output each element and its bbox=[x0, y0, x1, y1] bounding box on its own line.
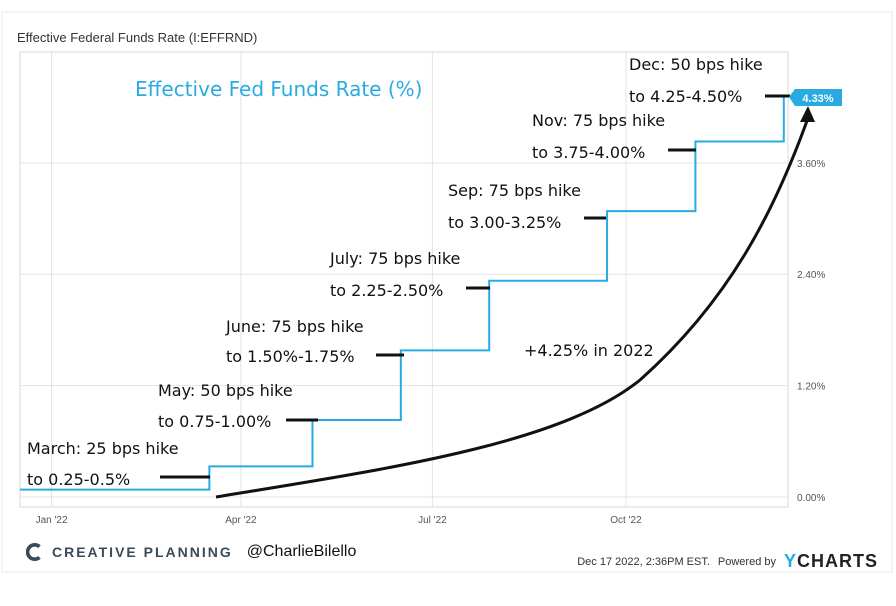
chart-title: Effective Fed Funds Rate (%) bbox=[135, 77, 422, 101]
annotation-line1: June: 75 bps hike bbox=[225, 317, 364, 336]
annotation-line2: to 4.25-4.50% bbox=[629, 87, 742, 106]
annotation-line2: to 2.25-2.50% bbox=[330, 281, 443, 300]
x-tick-label: Jan '22 bbox=[36, 515, 68, 526]
footer-source: Dec 17 2022, 2:36PM EST. Powered by YCHA… bbox=[577, 551, 878, 572]
curve-arrowhead bbox=[800, 106, 815, 122]
ycharts-logo-text: CHARTS bbox=[797, 551, 878, 571]
y-tick-label: 0.00% bbox=[797, 493, 825, 504]
annotation-line1: March: 25 bps hike bbox=[27, 439, 179, 458]
outer-border bbox=[1, 11, 893, 573]
footer-branding: CREATIVE PLANNING @CharlieBilello bbox=[26, 543, 356, 561]
annotation-line1: Sep: 75 bps hike bbox=[448, 181, 581, 200]
curve-label: +4.25% in 2022 bbox=[524, 341, 654, 360]
fed-funds-series-line bbox=[20, 95, 785, 491]
annotation-line2: to 0.75-1.00% bbox=[158, 412, 271, 431]
timestamp: Dec 17 2022, 2:36PM EST. bbox=[577, 555, 710, 568]
x-tick-label: Apr '22 bbox=[225, 515, 257, 526]
annotation-line1: July: 75 bps hike bbox=[329, 249, 460, 268]
annotation-line1: May: 50 bps hike bbox=[158, 381, 293, 400]
ycharts-logo-y: Y bbox=[783, 551, 797, 571]
author-handle: @CharlieBilello bbox=[246, 543, 357, 560]
chart-header-title: Effective Federal Funds Rate (I:EFFRND) bbox=[17, 30, 258, 45]
y-tick-label: 2.40% bbox=[797, 270, 825, 281]
annotation-line2: to 3.00-3.25% bbox=[448, 213, 561, 232]
annotation-line2: to 0.25-0.5% bbox=[27, 470, 130, 489]
plot-area-border bbox=[19, 51, 789, 508]
powered-by-label: Powered by bbox=[717, 555, 776, 568]
creative-planning-logo-icon bbox=[26, 543, 41, 561]
end-value-label: 4.33% bbox=[802, 93, 833, 105]
annotation-line1: Dec: 50 bps hike bbox=[629, 55, 763, 74]
x-tick-label: Oct '22 bbox=[610, 515, 642, 526]
y-tick-label: 1.20% bbox=[797, 382, 825, 393]
x-tick-label: Jul '22 bbox=[418, 515, 447, 526]
ycharts-logo: YCHARTS bbox=[784, 551, 878, 572]
y-tick-label: 3.60% bbox=[797, 159, 825, 170]
annotation-line2: to 1.50%-1.75% bbox=[226, 347, 355, 366]
end-value-badge bbox=[789, 89, 842, 106]
cumulative-hike-curve bbox=[215, 117, 810, 499]
brand-name: CREATIVE PLANNING bbox=[52, 544, 233, 560]
annotation-line1: Nov: 75 bps hike bbox=[532, 111, 665, 130]
annotation-line2: to 3.75-4.00% bbox=[532, 143, 645, 162]
